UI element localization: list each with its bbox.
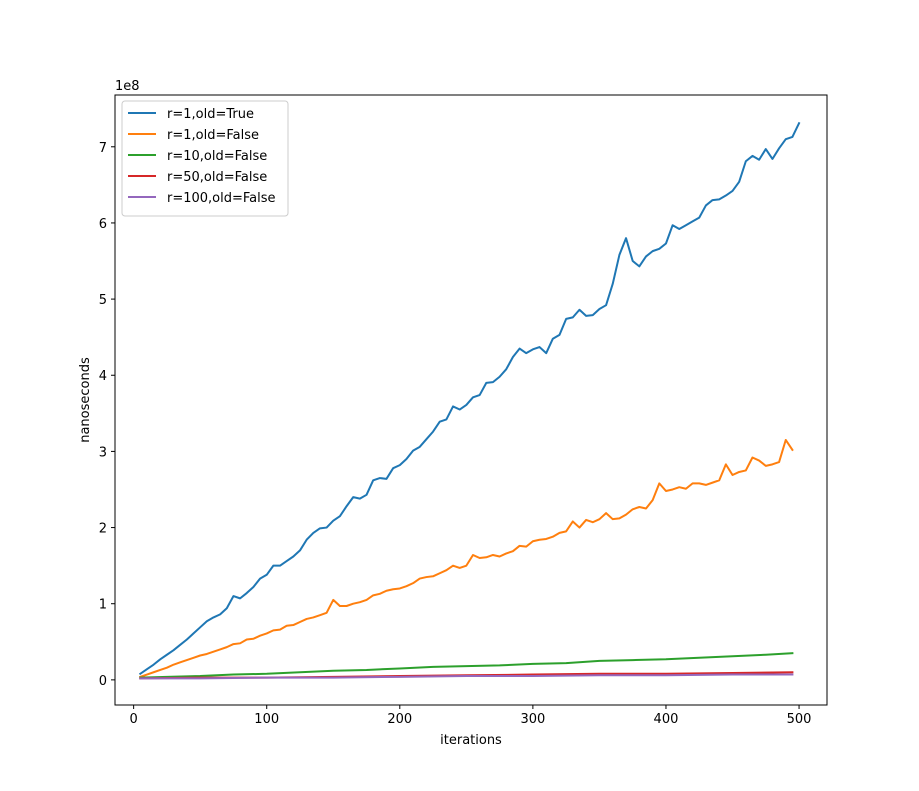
y-tick-label: 0: [99, 674, 107, 689]
axes-frame: [114, 94, 828, 706]
legend-entry-label: r=10,old=False: [167, 149, 267, 164]
y-tick-label: 7: [99, 141, 107, 156]
legend-entry-label: r=100,old=False: [167, 191, 276, 206]
y-axis-multiplier: 1e8: [115, 79, 140, 94]
legend: r=1,old=True r=1,old=False r=10,old=False r…: [121, 100, 289, 217]
y-tick-label: 5: [99, 293, 107, 308]
series-line-3: [139, 652, 794, 679]
x-tick-label: 100: [254, 712, 279, 727]
x-tick-label: 0: [129, 712, 137, 727]
x-axis-label: iterations: [440, 733, 502, 748]
legend-entry-label: r=1,old=False: [167, 128, 259, 143]
x-axis-ticks: 0 100 200 300 400 500: [129, 705, 811, 727]
x-tick-label: 500: [787, 712, 812, 727]
series-line-1: [138, 121, 801, 676]
plot-area: [114, 94, 828, 706]
y-tick-label: 4: [99, 369, 107, 384]
y-tick-label: 1: [99, 598, 107, 613]
y-tick-label: 2: [99, 522, 107, 537]
y-tick-label: 3: [99, 445, 107, 460]
series-group: [138, 121, 801, 680]
x-tick-label: 300: [520, 712, 545, 727]
series-line-5: [139, 673, 794, 680]
x-tick-label: 200: [387, 712, 412, 727]
legend-entry-label: r=50,old=False: [167, 170, 267, 185]
y-tick-label: 6: [99, 217, 107, 232]
x-tick-label: 400: [654, 712, 679, 727]
series-line-2: [139, 438, 794, 679]
legend-box: [121, 100, 289, 217]
y-axis-label: nanoseconds: [78, 357, 93, 443]
legend-entry-label: r=1,old=True: [167, 107, 254, 122]
y-axis-ticks: 0 1 2 3 4 5 6 7: [99, 141, 115, 689]
